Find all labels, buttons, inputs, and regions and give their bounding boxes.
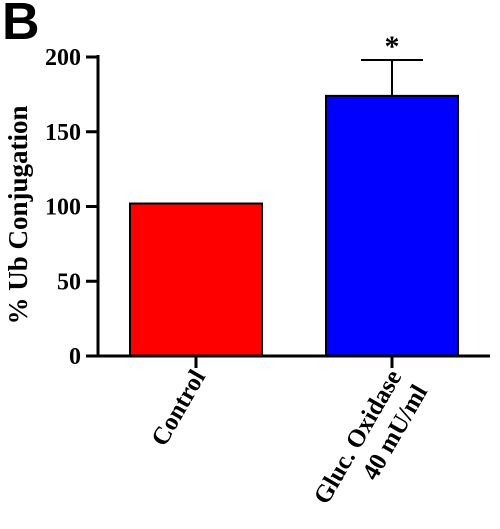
x-tick-label: Control [146,365,211,450]
y-tick-label: 100 [45,195,81,221]
panel-label: B [2,0,40,51]
y-tick-label: 50 [57,269,81,295]
bars: * [129,30,459,358]
significance-marker: * [385,30,400,63]
y-tick-label: 200 [45,45,81,71]
y-tick-label: 0 [69,344,81,370]
y-axis-label: % Ub Conjugation [3,105,33,324]
x-tick-label-line: Control [146,365,211,450]
y-axis: 0 50 100 150 200 [45,45,100,370]
bar-1 [129,202,263,357]
bar-2 [325,94,459,358]
y-tick-label: 150 [45,120,81,146]
